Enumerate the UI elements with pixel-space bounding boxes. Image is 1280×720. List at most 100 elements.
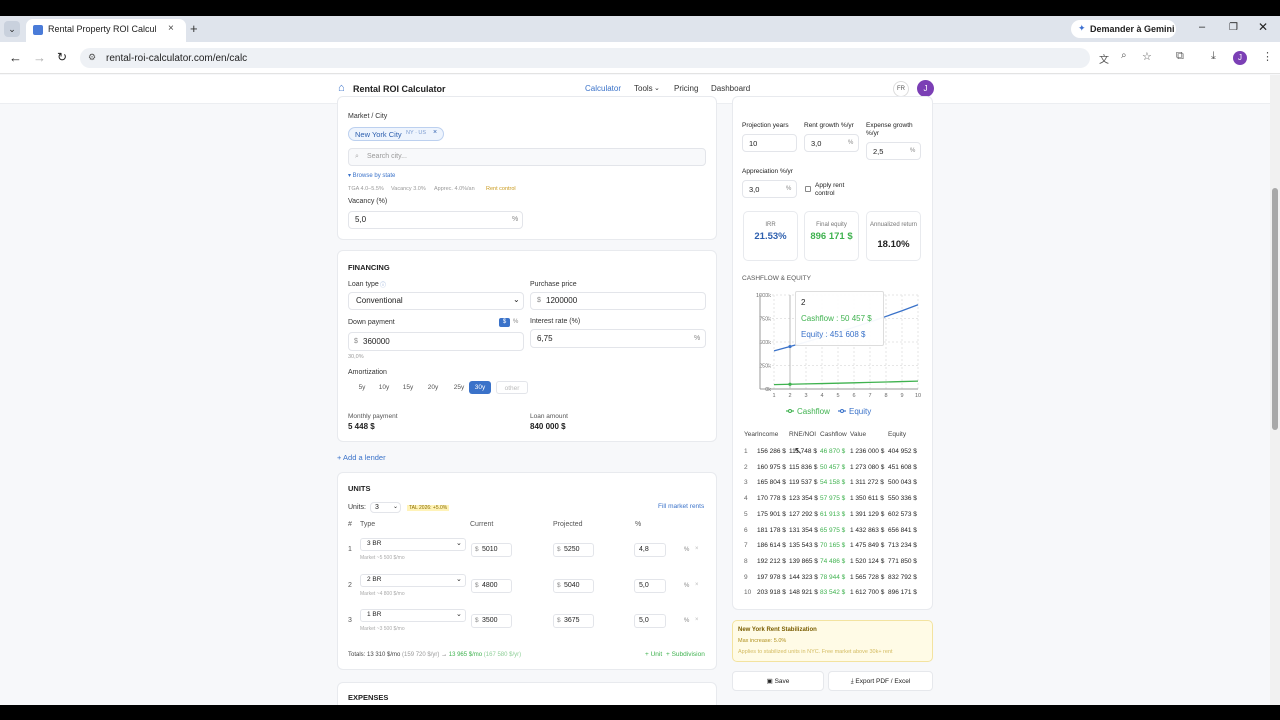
unit-type-select[interactable] <box>360 574 466 587</box>
zoom-icon[interactable]: ⌕ <box>1121 50 1127 61</box>
rent-growth-input[interactable] <box>804 134 859 152</box>
add-lender[interactable]: + Add a lender <box>337 453 386 462</box>
remove-unit[interactable]: × <box>695 582 699 588</box>
nav-link[interactable]: Pricing <box>674 84 699 93</box>
table-cell: 451 608 $ <box>888 463 917 471</box>
remove-unit[interactable]: × <box>695 617 699 623</box>
nav-link[interactable]: Dashboard <box>711 84 751 93</box>
kpi-value: 18.10% <box>877 239 910 250</box>
profile[interactable]: J <box>1233 51 1247 65</box>
export-button[interactable]: ⤓ Export PDF / Excel <box>828 671 933 691</box>
scrollbar-thumb[interactable] <box>1272 188 1278 430</box>
nav-link[interactable]: Tools <box>634 84 653 93</box>
site-info[interactable]: ⚙ <box>88 52 97 62</box>
menu[interactable]: ⋮ <box>1262 51 1273 63</box>
toggle-percent[interactable]: % <box>513 319 519 325</box>
kpi-label: Annualized return <box>869 222 918 228</box>
checkbox-label: Apply rent control <box>815 182 845 197</box>
vacancy-input[interactable] <box>348 211 523 229</box>
tab-close[interactable]: × <box>168 23 174 34</box>
omnibox[interactable] <box>80 48 1090 68</box>
avatar[interactable]: J <box>917 80 934 97</box>
series-line <box>773 380 919 386</box>
forward[interactable]: → <box>33 50 46 65</box>
brand[interactable]: Rental ROI Calculator <box>353 84 446 94</box>
extensions-icon[interactable]: ⧉ <box>1176 50 1184 62</box>
reload[interactable]: ↻ <box>57 50 68 64</box>
unit-suffix: % <box>512 216 519 223</box>
projected-input[interactable] <box>553 579 594 593</box>
translate-icon[interactable]: 文 <box>1099 55 1109 66</box>
unit-type-select[interactable] <box>360 609 466 622</box>
amort-button[interactable]: 15y <box>402 384 414 391</box>
loan-type-select[interactable] <box>348 292 524 310</box>
add-subdivision[interactable]: + Subdivision <box>666 651 705 658</box>
table-cell: 203 918 $ <box>757 589 786 597</box>
current-input[interactable] <box>471 579 512 593</box>
expense-growth-input[interactable] <box>866 142 921 160</box>
tab[interactable] <box>26 19 186 42</box>
toggle-dollar[interactable]: $ <box>499 318 510 327</box>
years-input[interactable] <box>742 134 797 152</box>
monthly-payment: 5 448 $ <box>348 422 375 431</box>
table-cell: 61 913 $ <box>820 510 846 518</box>
pct-value: 5,0 <box>639 617 649 624</box>
rate-input[interactable] <box>530 329 706 348</box>
amort-button[interactable]: other <box>496 381 528 394</box>
table-header: Value <box>850 431 867 438</box>
table-cell: 1 311 272 $ <box>850 479 884 487</box>
city-chip[interactable] <box>348 127 444 141</box>
url: rental-roi-calculator.com/en/calc <box>106 53 248 64</box>
download-icon[interactable]: ⤓ <box>1211 50 1216 62</box>
amort-button[interactable]: 10y <box>378 384 390 391</box>
pct-input[interactable] <box>634 614 666 628</box>
gemini-icon: ✦ <box>1078 23 1086 33</box>
browse-link[interactable]: ▾ Browse by state <box>348 173 396 179</box>
city: New York City <box>355 130 402 139</box>
table-header: Income <box>757 431 779 438</box>
projected-input[interactable] <box>553 614 594 628</box>
language[interactable]: FR <box>893 81 909 97</box>
nav-link[interactable]: Calculator <box>585 84 622 93</box>
fill-rents[interactable]: Fill market rents <box>658 503 705 510</box>
amort-button[interactable]: 30y <box>469 381 491 394</box>
unit-type-select[interactable] <box>360 538 466 551</box>
gemini-button[interactable] <box>1071 20 1176 38</box>
info-icon[interactable]: ⓘ <box>380 283 387 289</box>
unit-suffix: % <box>684 547 690 553</box>
purchase-input[interactable] <box>530 292 706 310</box>
chart-title: CASHFLOW & EQUITY <box>742 275 811 282</box>
currency: $ <box>475 617 479 624</box>
tab-menu[interactable]: ⌄ <box>4 21 20 37</box>
unit-count-select[interactable] <box>370 502 401 513</box>
close-window[interactable]: ✕ <box>1258 20 1269 34</box>
minimize[interactable]: – <box>1199 21 1206 33</box>
chip-remove[interactable]: × <box>433 129 438 136</box>
hover-dot <box>788 344 792 349</box>
rent-control-checkbox[interactable] <box>805 186 811 192</box>
remove-unit[interactable]: × <box>695 546 699 552</box>
bookmark-icon[interactable]: ☆ <box>1142 51 1152 63</box>
current-input[interactable] <box>471 543 512 557</box>
amort-button[interactable]: 25y <box>453 384 465 391</box>
select-caret: ⌄ <box>456 611 462 618</box>
projected-input[interactable] <box>553 543 594 557</box>
down-input[interactable] <box>348 332 524 351</box>
pct-input[interactable] <box>634 579 666 593</box>
save-button[interactable]: ▣ Save <box>732 671 824 691</box>
y-tick-label: 1000k <box>756 293 771 299</box>
amort-button[interactable]: 20y <box>427 384 439 391</box>
x-tick-label: 2 <box>788 393 791 399</box>
search-input[interactable] <box>348 148 706 166</box>
kpi-label: Final equity <box>816 222 847 228</box>
back[interactable]: ← <box>9 50 22 65</box>
current-input[interactable] <box>471 614 512 628</box>
table-cell: 1 391 129 $ <box>850 510 885 518</box>
new-tab[interactable]: + <box>190 21 198 36</box>
pct-input[interactable] <box>634 543 666 557</box>
maximize[interactable]: ❐ <box>1229 22 1238 33</box>
projected-rent: 5040 <box>564 582 580 589</box>
appreciation-input[interactable] <box>742 180 797 198</box>
add-unit[interactable]: + Unit <box>645 651 663 658</box>
amort-button[interactable]: 5y <box>358 384 366 391</box>
